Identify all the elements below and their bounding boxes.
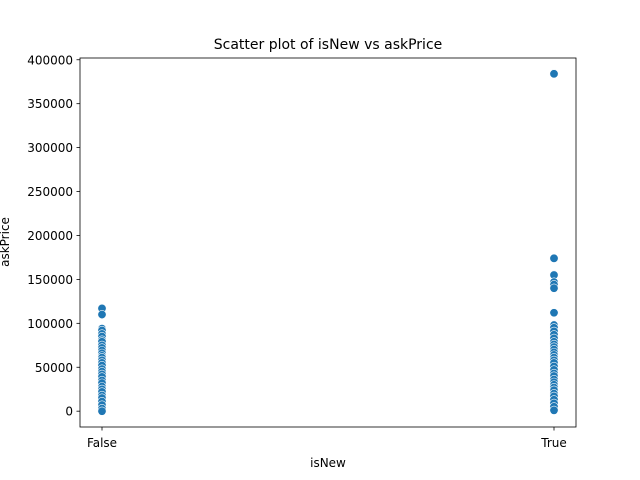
y-axis-label: askPrice: [0, 217, 12, 267]
data-point: [549, 308, 559, 318]
x-tick-label: False: [87, 436, 117, 450]
y-tick-label: 300000: [27, 141, 73, 155]
chart-title: Scatter plot of isNew vs askPrice: [214, 37, 443, 53]
data-point: [549, 405, 559, 415]
y-tick-label: 400000: [27, 53, 73, 67]
data-point: [549, 253, 559, 263]
x-tick-label: True: [540, 436, 567, 450]
data-point: [549, 69, 559, 79]
data-point: [97, 310, 107, 320]
y-tick-label: 350000: [27, 97, 73, 111]
y-tick-label: 0: [65, 405, 73, 419]
x-axis-label: isNew: [310, 456, 346, 470]
plot-area-frame: [79, 57, 577, 428]
y-tick-label: 200000: [27, 229, 73, 243]
data-point: [549, 283, 559, 293]
y-axis: 0 50000 100000 150000 200000 250000 300000 3500…: [27, 53, 80, 419]
y-tick-label: 150000: [27, 273, 73, 287]
points-layer: [97, 69, 559, 416]
data-point: [97, 406, 107, 416]
y-tick-label: 100000: [27, 317, 73, 331]
x-axis: False True: [87, 427, 567, 450]
y-tick-label: 250000: [27, 185, 73, 199]
y-tick-label: 50000: [35, 361, 73, 375]
